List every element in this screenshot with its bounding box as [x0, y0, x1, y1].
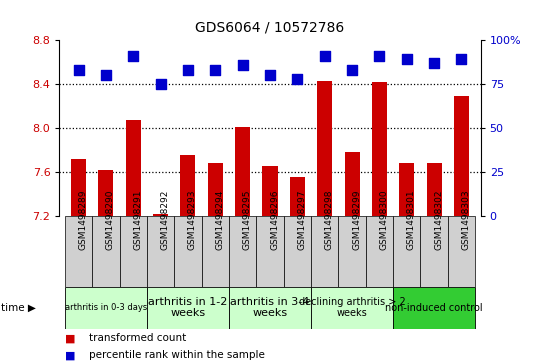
Bar	[119, 216, 147, 287]
Bar	[454, 96, 469, 216]
Bar	[147, 287, 229, 329]
Bar	[147, 216, 174, 287]
Point	[293, 76, 302, 82]
Text: GSM1498291: GSM1498291	[133, 189, 142, 250]
Point	[375, 53, 384, 59]
Bar	[372, 82, 387, 216]
Text: transformed count: transformed count	[89, 333, 186, 343]
Point	[402, 56, 411, 62]
Text: GSM1498303: GSM1498303	[462, 189, 470, 250]
Point	[430, 60, 438, 66]
Text: GSM1498289: GSM1498289	[78, 189, 87, 250]
Bar	[366, 216, 393, 287]
Point	[266, 72, 274, 78]
Bar	[229, 287, 311, 329]
Text: GSM1498290: GSM1498290	[106, 189, 115, 250]
Bar	[208, 163, 223, 216]
Title: GDS6064 / 10572786: GDS6064 / 10572786	[195, 21, 345, 34]
Text: GSM1498295: GSM1498295	[242, 189, 252, 250]
Bar	[65, 287, 147, 329]
Point	[184, 67, 192, 73]
Bar	[256, 216, 284, 287]
Point	[348, 67, 356, 73]
Text: GSM1498293: GSM1498293	[188, 189, 197, 250]
Bar	[448, 216, 475, 287]
Text: GSM1498292: GSM1498292	[160, 189, 170, 250]
Bar	[427, 163, 442, 216]
Point	[129, 53, 138, 59]
Bar	[153, 214, 168, 216]
Point	[457, 56, 466, 62]
Bar	[201, 216, 229, 287]
Bar	[393, 287, 475, 329]
Text: GSM1498297: GSM1498297	[298, 189, 306, 250]
Bar	[98, 170, 113, 216]
Point	[320, 53, 329, 59]
Text: arthritis in 0-3 days: arthritis in 0-3 days	[65, 303, 147, 312]
Bar	[339, 216, 366, 287]
Point	[74, 67, 83, 73]
Text: percentile rank within the sample: percentile rank within the sample	[89, 350, 265, 360]
Text: non-induced control: non-induced control	[386, 303, 483, 313]
Bar	[229, 216, 256, 287]
Bar	[345, 152, 360, 216]
Point	[156, 81, 165, 87]
Bar	[393, 216, 421, 287]
Text: GSM1498296: GSM1498296	[270, 189, 279, 250]
Bar	[311, 216, 339, 287]
Point	[238, 62, 247, 68]
Bar	[317, 81, 332, 216]
Bar	[92, 216, 119, 287]
Text: arthritis in 3-4
weeks: arthritis in 3-4 weeks	[231, 297, 309, 318]
Text: time ▶: time ▶	[1, 303, 36, 313]
Text: arthritis in 1-2
weeks: arthritis in 1-2 weeks	[148, 297, 228, 318]
Text: declining arthritis > 2
weeks: declining arthritis > 2 weeks	[299, 297, 406, 318]
Bar	[235, 127, 250, 216]
Bar	[262, 167, 278, 216]
Text: GSM1498300: GSM1498300	[380, 189, 388, 250]
Bar	[311, 287, 393, 329]
Text: ■: ■	[65, 333, 75, 343]
Point	[211, 67, 220, 73]
Bar	[65, 216, 92, 287]
Bar	[421, 216, 448, 287]
Point	[102, 72, 110, 78]
Bar	[174, 216, 201, 287]
Text: GSM1498294: GSM1498294	[215, 189, 224, 250]
Text: GSM1498299: GSM1498299	[352, 189, 361, 250]
Bar	[284, 216, 311, 287]
Bar	[180, 155, 195, 216]
Bar	[126, 120, 141, 216]
Bar	[290, 178, 305, 216]
Bar	[71, 159, 86, 216]
Bar	[399, 163, 414, 216]
Text: GSM1498302: GSM1498302	[434, 189, 443, 250]
Text: ■: ■	[65, 350, 75, 360]
Text: GSM1498298: GSM1498298	[325, 189, 334, 250]
Text: GSM1498301: GSM1498301	[407, 189, 416, 250]
